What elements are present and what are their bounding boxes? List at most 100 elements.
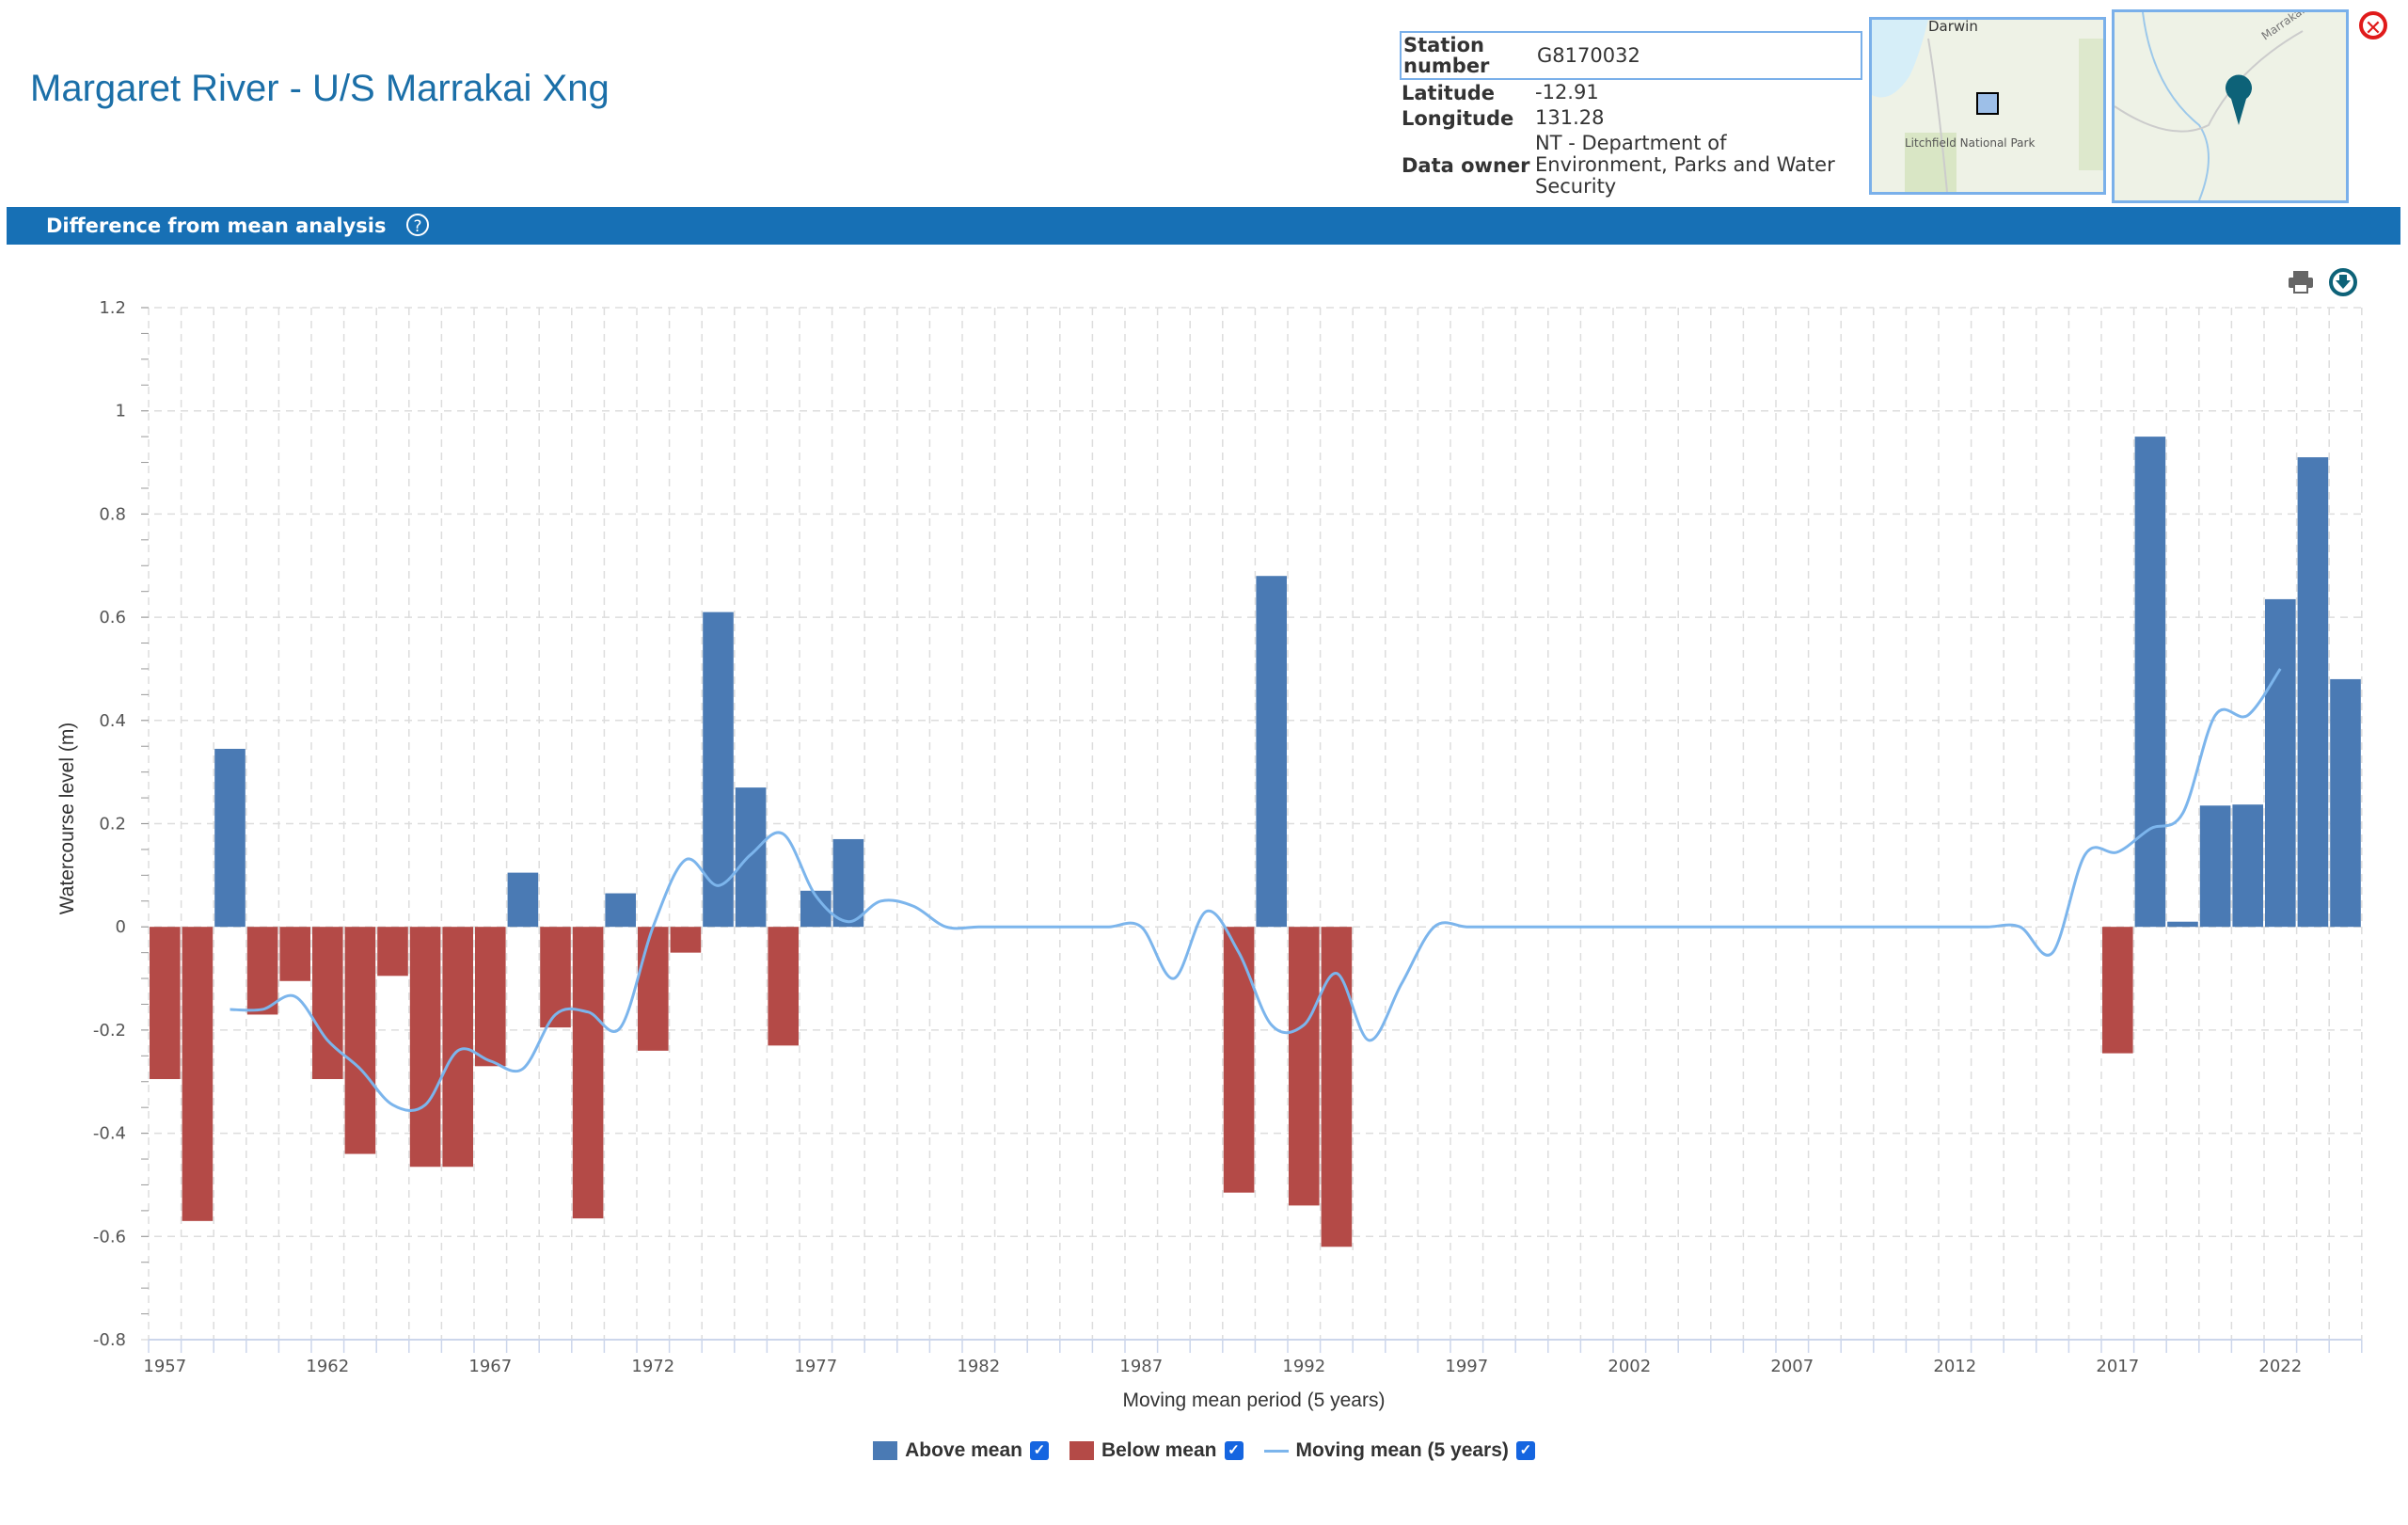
label: Station number — [1403, 34, 1490, 77]
above-swatch-icon — [873, 1441, 898, 1460]
x-tick-label: 1992 — [1282, 1357, 1325, 1376]
bar-below-mean — [670, 927, 702, 953]
chart: 1.2 1 0.8 0.6 0.4 0.2 0 -0.2 -0.4 -0.6 -0.8 1957 196… — [56, 298, 2363, 1411]
below-swatch-icon — [1069, 1441, 1094, 1460]
x-tick-label: 1997 — [1445, 1357, 1488, 1376]
section-title: Difference from mean analysis — [46, 214, 387, 237]
value: NT - Department of Environment, Parks an… — [1535, 132, 1835, 198]
bar-above-mean — [2265, 598, 2296, 928]
overview-map-graphic: Darwin Litchfield National Park — [1872, 20, 2103, 192]
bar-above-mean — [735, 787, 767, 928]
checkbox-checked-icon[interactable]: ✓ — [1224, 1441, 1244, 1460]
bar-above-mean — [2330, 678, 2361, 928]
line-swatch-icon — [1263, 1449, 1289, 1453]
x-tick-label: 2017 — [2096, 1357, 2139, 1376]
bar-below-mean — [182, 927, 214, 1221]
bar-below-mean — [2102, 927, 2133, 1054]
legend-label: Above mean — [905, 1439, 1022, 1461]
label: Latitude — [1402, 81, 1496, 104]
station-info-table: Station number G8170032 Latitude -12.91 Lo… — [1400, 31, 1862, 199]
map-label-litchfield: Litchfield National Park — [1905, 136, 2035, 150]
bar-below-mean — [572, 927, 604, 1219]
bar-above-mean — [832, 838, 864, 928]
download-icon[interactable] — [2328, 267, 2358, 297]
x-tick-label: 1982 — [957, 1357, 1000, 1376]
bar-below-mean — [540, 927, 571, 1028]
x-tick-label: 2002 — [1608, 1357, 1651, 1376]
x-tick-label: 2022 — [2258, 1357, 2302, 1376]
bar-above-mean — [2297, 457, 2329, 928]
x-axis-label: Moving mean period (5 years) — [1123, 1390, 1386, 1411]
page-title: Margaret River - U/S Marrakai Xng — [30, 68, 610, 109]
y-tick-label: 0 — [116, 917, 126, 937]
y-tick-label: -0.4 — [93, 1124, 126, 1144]
bar-below-mean — [1223, 927, 1255, 1193]
bar-below-mean — [377, 927, 408, 977]
x-tick-label: 1977 — [794, 1357, 837, 1376]
checkbox-checked-icon[interactable]: ✓ — [1515, 1441, 1535, 1460]
x-tick-label: 2012 — [1933, 1357, 1976, 1376]
detail-map[interactable]: Marrakai Rd — [2112, 9, 2349, 203]
bar-above-mean — [605, 893, 636, 928]
label: Data owner — [1402, 153, 1530, 177]
bar-below-mean — [1289, 927, 1320, 1206]
bar-below-mean — [279, 927, 310, 981]
value: -12.91 — [1535, 81, 1599, 103]
longitude-row: Longitude 131.28 — [1400, 105, 1862, 131]
y-tick-label: -0.6 — [93, 1227, 126, 1247]
bar-below-mean — [312, 927, 343, 1080]
bar-above-mean — [2167, 921, 2198, 928]
station-number-row: Station number G8170032 — [1400, 31, 1862, 80]
detail-map-graphic: Marrakai Rd — [2115, 12, 2322, 200]
legend-moving-mean[interactable]: Moving mean (5 years) ✓ — [1263, 1439, 1535, 1462]
bar-below-mean — [638, 927, 669, 1051]
bar-above-mean — [703, 612, 734, 928]
legend-label: Moving mean (5 years) — [1295, 1439, 1509, 1461]
y-tick-label: 0.2 — [99, 815, 126, 834]
value: G8170032 — [1537, 43, 1640, 67]
x-tick-label: 1967 — [468, 1357, 512, 1376]
x-tick-label: 1962 — [306, 1357, 349, 1376]
y-axis-label: Watercourse level (m) — [56, 723, 78, 915]
value: 131.28 — [1535, 106, 1605, 129]
help-icon[interactable]: ? — [406, 214, 429, 236]
y-tick-label: 1.2 — [99, 298, 126, 318]
checkbox-checked-icon[interactable]: ✓ — [1029, 1441, 1049, 1460]
x-tick-label: 1987 — [1119, 1357, 1163, 1376]
bar-below-mean — [150, 927, 181, 1080]
location-marker — [1976, 92, 1999, 115]
bar-above-mean — [2134, 437, 2166, 928]
bar-below-mean — [475, 927, 506, 1067]
bar-below-mean — [409, 927, 441, 1168]
x-tick-label: 1957 — [143, 1357, 186, 1376]
section-header: Difference from mean analysis ? — [7, 207, 2400, 245]
map-pin-icon — [2226, 74, 2252, 125]
bar-below-mean — [246, 927, 278, 1015]
close-icon[interactable]: ✕ — [2359, 11, 2387, 40]
bar-below-mean — [442, 927, 473, 1168]
overview-map[interactable]: Darwin Litchfield National Park — [1869, 17, 2106, 195]
bar-above-mean — [1256, 576, 1287, 928]
y-tick-label: 0.8 — [99, 504, 126, 524]
bar-above-mean — [214, 748, 246, 928]
y-tick-label: -0.2 — [93, 1021, 126, 1040]
legend-label: Below mean — [1101, 1439, 1217, 1461]
legend: Above mean ✓ Below mean ✓ Moving mean (5 y… — [0, 1439, 2408, 1462]
y-tick-label: 1 — [116, 402, 126, 421]
y-tick-label: 0.4 — [99, 711, 126, 731]
moving-mean-line — [230, 668, 2282, 1112]
y-tick-label: -0.8 — [93, 1330, 126, 1350]
data-owner-row: Data owner NT - Department of Environment… — [1400, 131, 1862, 199]
legend-below-mean[interactable]: Below mean ✓ — [1069, 1439, 1244, 1462]
bar-below-mean — [1321, 927, 1353, 1247]
bar-above-mean — [2232, 804, 2263, 928]
bar-above-mean — [507, 872, 539, 928]
legend-above-mean[interactable]: Above mean ✓ — [873, 1439, 1049, 1462]
x-tick-label: 1972 — [631, 1357, 674, 1376]
label: Longitude — [1402, 106, 1514, 130]
print-icon[interactable] — [2286, 267, 2316, 297]
y-tick-label: 0.6 — [99, 608, 126, 627]
bar-below-mean — [344, 927, 376, 1154]
bar-above-mean — [2199, 805, 2231, 928]
x-tick-label: 2007 — [1770, 1357, 1814, 1376]
